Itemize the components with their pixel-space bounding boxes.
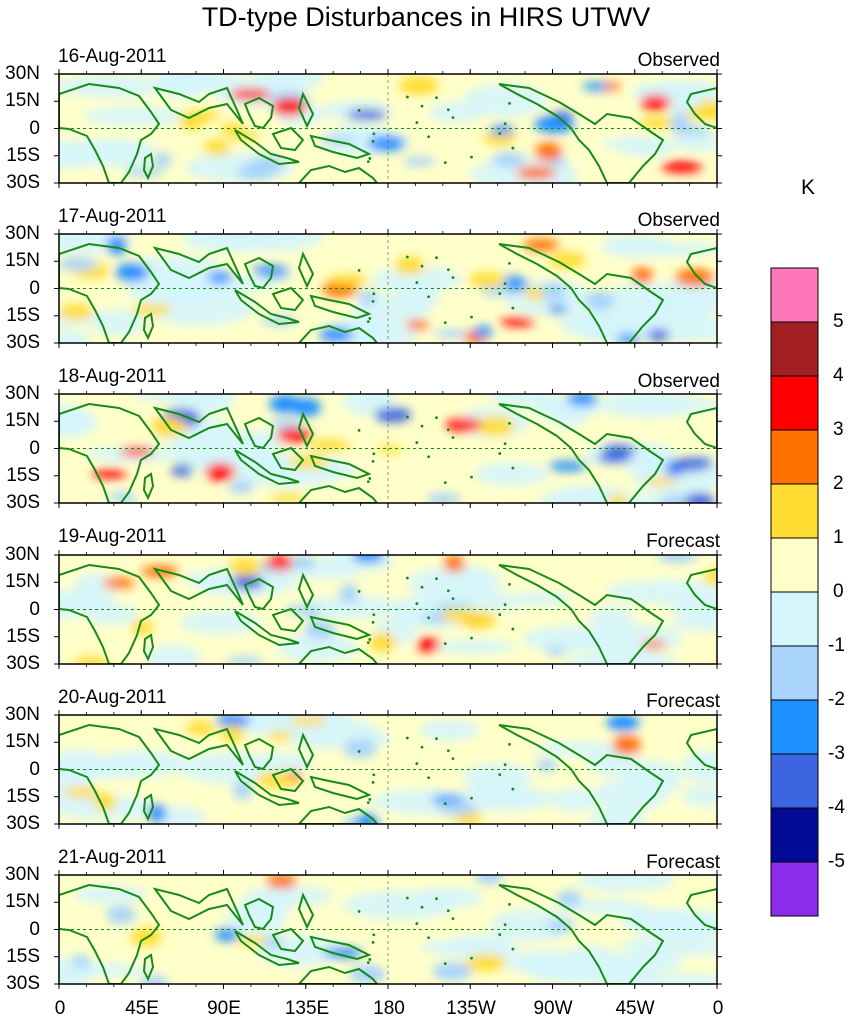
panel-2-kind: Observed (637, 210, 720, 231)
lon-label-180: 180 (373, 998, 405, 1019)
lon-label-135w: 135W (446, 998, 496, 1019)
colorbar-label-neg4: -4 (828, 797, 845, 818)
lat-label-panel4-3: 15S (6, 625, 40, 647)
figure-title: TD-type Disturbances in HIRS UTWV (201, 2, 651, 32)
lat-label-panel2-4: 30S (6, 332, 40, 353)
panel-4-kind: Forecast (646, 531, 720, 552)
lat-label-panel5-2: 0 (29, 758, 40, 780)
lat-label-panel2-0: 30N (5, 223, 40, 244)
lat-label-panel1-2: 0 (29, 117, 40, 139)
colorbar-label-neg5: -5 (828, 851, 845, 872)
colorbar-label-neg2: -2 (828, 689, 845, 710)
lat-label-panel1-3: 15S (6, 144, 40, 166)
colorbar-unit: K (801, 176, 816, 199)
lat-label-panel3-3: 15S (6, 464, 40, 486)
panel-2-date: 17-Aug-2011 (58, 206, 167, 227)
lat-label-panel3-0: 30N (5, 383, 40, 404)
colorbar-swatch-2 (770, 375, 819, 431)
colorbar-label-1: 1 (833, 527, 844, 548)
lat-label-panel1-1: 15N (5, 90, 40, 112)
colorbar-label-5: 5 (833, 311, 844, 332)
panel-3-date: 18-Aug-2011 (58, 366, 167, 387)
map-panel-2 (54, 229, 722, 348)
lon-label-45w: 45W (615, 998, 655, 1019)
lat-label-panel5-0: 30N (5, 704, 40, 725)
colorbar-swatch-3 (770, 429, 819, 485)
lon-label-0-end: 0 (712, 998, 724, 1019)
lon-label-135e: 135E (284, 998, 330, 1019)
colorbar-label-3: 3 (833, 419, 844, 440)
panel-5-kind: Forecast (646, 691, 720, 712)
colorbar-label-neg3: -3 (828, 743, 845, 764)
lat-label-panel5-4: 30S (6, 813, 40, 834)
map-panel-5 (54, 710, 722, 829)
lon-label-90e: 90E (207, 998, 241, 1019)
lat-label-panel5-1: 15N (5, 731, 40, 753)
colorbar-label-0: 0 (833, 581, 844, 602)
lat-label-panel3-4: 30S (6, 492, 40, 513)
panel-5-date: 20-Aug-2011 (58, 687, 167, 708)
colorbar-label-neg1: -1 (828, 635, 845, 656)
lat-label-panel2-1: 15N (5, 250, 40, 272)
colorbar-swatch-4 (770, 483, 819, 539)
lat-label-panel5-3: 15S (6, 785, 40, 807)
colorbar-label-2: 2 (833, 473, 844, 494)
lat-label-panel4-2: 0 (29, 598, 40, 620)
lon-label-45e: 45E (125, 998, 159, 1019)
colorbar-swatch-1 (770, 321, 819, 377)
lat-label-panel4-0: 30N (5, 544, 40, 565)
map-panel-6 (54, 870, 722, 989)
lat-label-panel3-1: 15N (5, 410, 40, 432)
colorbar-swatch-7 (770, 645, 819, 701)
lat-label-panel6-3: 15S (6, 945, 40, 967)
lat-label-panel1-0: 30N (5, 63, 40, 84)
panel-6-date: 21-Aug-2011 (58, 847, 167, 868)
lat-label-panel3-2: 0 (29, 437, 40, 459)
panel-4-date: 19-Aug-2011 (58, 526, 167, 547)
lat-label-panel2-2: 0 (29, 277, 40, 299)
map-panel-3 (54, 389, 722, 508)
lat-label-panel6-1: 15N (5, 891, 40, 913)
lat-label-panel6-4: 30S (6, 973, 40, 994)
colorbar-label-4: 4 (833, 365, 844, 386)
lat-label-panel1-4: 30S (6, 172, 40, 193)
panel-6-kind: Forecast (646, 852, 720, 873)
colorbar-swatch-9 (770, 753, 819, 809)
map-panel-4 (54, 550, 722, 669)
lat-label-panel6-0: 30N (5, 864, 40, 885)
lat-label-panel4-1: 15N (5, 571, 40, 593)
colorbar-swatch-5 (770, 537, 819, 593)
lon-label-90w: 90W (533, 998, 573, 1019)
colorbar-swatch-0 (770, 267, 819, 323)
lat-label-panel4-4: 30S (6, 653, 40, 674)
colorbar-swatch-11 (770, 861, 819, 917)
colorbar-swatch-6 (770, 591, 819, 647)
panel-1-date: 16-Aug-2011 (58, 46, 167, 67)
colorbar-swatch-8 (770, 699, 819, 755)
map-panel-1 (54, 69, 722, 188)
panel-3-kind: Observed (637, 371, 720, 392)
lon-label-0: 0 (54, 998, 66, 1019)
lat-label-panel6-2: 0 (29, 918, 40, 940)
panel-1-kind: Observed (637, 50, 720, 71)
lat-label-panel2-3: 15S (6, 304, 40, 326)
colorbar-swatch-10 (770, 807, 819, 863)
